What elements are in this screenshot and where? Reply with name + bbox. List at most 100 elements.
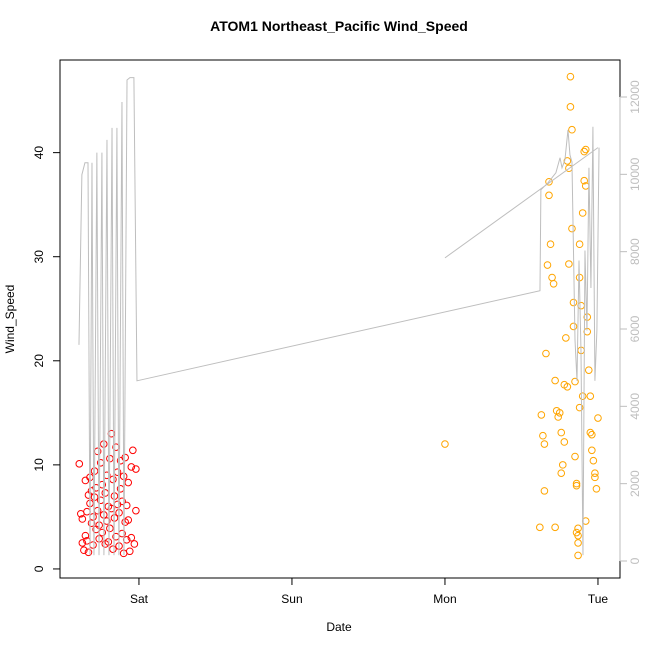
point	[127, 533, 136, 542]
point	[104, 538, 113, 546]
point	[569, 298, 578, 307]
point	[560, 438, 569, 446]
point	[106, 524, 114, 533]
point	[574, 539, 582, 547]
point	[78, 539, 87, 547]
point	[594, 414, 602, 422]
point	[562, 334, 570, 342]
y2-tick-label: 6000	[628, 315, 642, 342]
point	[548, 273, 556, 282]
point	[93, 506, 102, 515]
point	[558, 461, 567, 469]
y2-tick-label: 2000	[628, 470, 642, 497]
point	[89, 541, 97, 549]
point	[591, 473, 599, 482]
point	[129, 446, 137, 455]
x-tick-label: Sun	[281, 592, 302, 606]
point	[574, 531, 582, 540]
point	[542, 349, 550, 358]
y-tick-label: 10	[32, 458, 46, 472]
y2-tick-label: 4000	[628, 393, 642, 420]
plot-frame	[59, 59, 621, 579]
point	[109, 545, 117, 553]
point	[539, 431, 547, 440]
point	[132, 465, 140, 473]
y-tick-label: 0	[32, 565, 46, 572]
point	[89, 513, 97, 521]
point	[588, 430, 596, 439]
point	[571, 377, 579, 386]
y2-tick-label: 0	[628, 557, 642, 564]
point	[96, 458, 105, 467]
point	[584, 366, 593, 374]
point	[575, 240, 584, 249]
y2-tick-label: 10000	[628, 157, 642, 191]
point	[589, 456, 598, 465]
point	[536, 523, 544, 532]
line	[78, 77, 600, 556]
point	[537, 411, 546, 419]
point	[121, 453, 129, 462]
point	[566, 103, 575, 111]
y-tick-label: 20	[32, 354, 46, 368]
point	[543, 261, 552, 269]
point	[568, 224, 576, 233]
point	[127, 463, 136, 471]
point	[124, 478, 133, 487]
point	[575, 403, 584, 412]
point	[574, 524, 582, 533]
point	[557, 469, 566, 477]
point	[80, 546, 88, 555]
point	[540, 487, 549, 495]
point	[545, 191, 553, 200]
point	[588, 446, 596, 455]
chart-title: ATOM1 Northeast_Pacific Wind_Speed	[210, 18, 468, 34]
point	[125, 547, 134, 556]
point	[113, 500, 122, 509]
point	[130, 540, 139, 548]
y2-tick-label: 8000	[628, 238, 642, 265]
point	[586, 392, 595, 400]
point	[571, 452, 579, 461]
point	[81, 476, 90, 485]
point	[566, 72, 575, 81]
point	[572, 479, 581, 488]
y-tick-label: 40	[32, 146, 46, 160]
point	[551, 376, 559, 385]
point	[572, 481, 581, 490]
y-axis-label: Wind_Speed	[3, 285, 17, 354]
point	[101, 489, 110, 497]
point	[574, 551, 582, 560]
point	[565, 260, 573, 268]
point	[586, 428, 595, 437]
point	[581, 145, 590, 154]
point	[81, 531, 90, 540]
y2-tick-label: 12000	[628, 80, 642, 114]
point	[441, 440, 449, 448]
point	[109, 475, 117, 484]
point	[580, 147, 588, 156]
point	[592, 485, 601, 493]
point	[75, 460, 84, 468]
point	[577, 301, 585, 310]
x-tick-label: Mon	[433, 592, 456, 606]
point	[563, 383, 572, 391]
point	[551, 523, 559, 532]
x-axis-label: Date	[326, 620, 352, 634]
point	[540, 440, 549, 448]
point	[554, 413, 562, 421]
point	[578, 392, 587, 400]
point	[580, 176, 588, 185]
point	[557, 428, 566, 437]
x-tick-label: Tue	[588, 592, 609, 606]
point	[545, 177, 553, 186]
point	[569, 322, 578, 331]
point	[549, 279, 558, 288]
point	[84, 548, 93, 557]
point	[132, 506, 140, 515]
point	[578, 209, 587, 217]
point	[591, 469, 599, 477]
y-tick-label: 30	[32, 250, 46, 264]
